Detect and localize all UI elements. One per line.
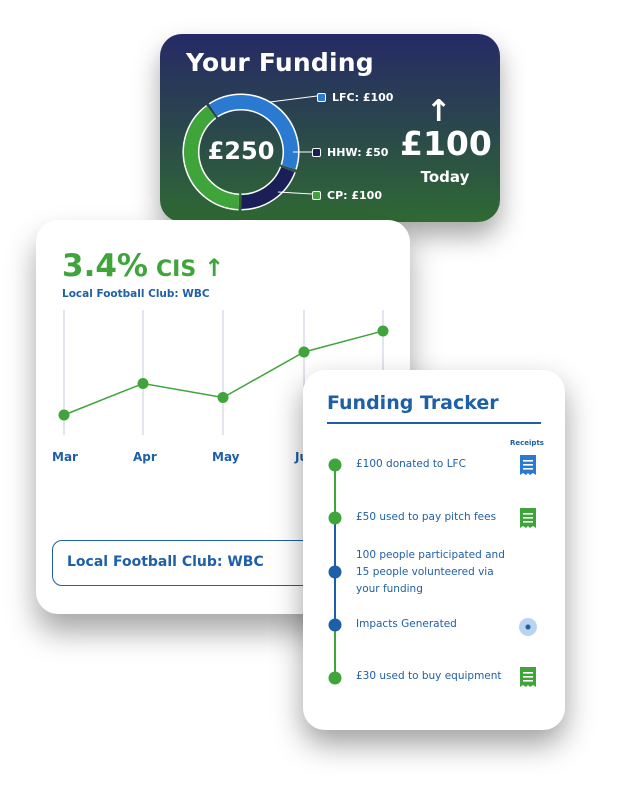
legend-leader-line bbox=[269, 95, 318, 103]
legend-item-hhw: HHW: £50 bbox=[312, 146, 388, 159]
funding-donut-chart bbox=[182, 93, 318, 211]
legend-label-hhw: HHW: £50 bbox=[327, 146, 389, 159]
cis-subtitle: Local Football Club: WBC bbox=[62, 288, 210, 300]
timeline-dot bbox=[328, 511, 342, 525]
legend-item-cp: CP: £100 bbox=[312, 189, 382, 202]
trend-point bbox=[137, 378, 149, 389]
x-label-mar: Mar bbox=[52, 450, 78, 464]
legend-label-lfc: LFC: £100 bbox=[332, 91, 394, 104]
event-1-text: £50 used to pay pitch fees bbox=[356, 511, 497, 523]
today-amount: £100 bbox=[400, 124, 492, 163]
funding-tracker-card: Funding Tracker Receipts £100 donated to… bbox=[303, 370, 565, 730]
today-label: Today bbox=[420, 168, 470, 186]
funding-total: £250 bbox=[207, 137, 275, 165]
tracker-divider bbox=[327, 422, 541, 424]
donut-segment-1 bbox=[241, 166, 295, 209]
cis-headline: 3.4% CIS ↑ bbox=[62, 248, 224, 284]
x-label-apr: Apr bbox=[133, 450, 157, 464]
receipt-icon[interactable] bbox=[519, 454, 537, 476]
trend-point bbox=[58, 409, 70, 421]
cis-unit: CIS bbox=[155, 257, 197, 282]
event-0-text: £100 donated to LFC bbox=[356, 458, 466, 470]
trend-point bbox=[377, 325, 389, 337]
event-4-text: £30 used to buy equipment bbox=[356, 670, 502, 682]
timeline-dot bbox=[328, 618, 342, 632]
timeline-dot bbox=[328, 671, 342, 685]
donut-segment-0 bbox=[209, 95, 298, 170]
impact-target-icon bbox=[519, 618, 537, 636]
receipts-header: Receipts bbox=[510, 439, 544, 447]
legend-swatch-lfc bbox=[317, 93, 326, 102]
up-arrow-icon: ↑ bbox=[204, 254, 225, 282]
up-arrow-icon: ↑ bbox=[426, 94, 452, 129]
cis-value: 3.4% bbox=[62, 248, 148, 284]
x-label-may: May bbox=[212, 450, 240, 464]
legend-leader-line bbox=[277, 191, 313, 195]
trend-point bbox=[298, 346, 310, 358]
event-3-text: Impacts Generated bbox=[356, 618, 457, 630]
funding-card: Your Funding £250 LFC: £100 HHW: £50 CP:… bbox=[160, 34, 500, 222]
receipt-icon[interactable] bbox=[519, 666, 537, 688]
cis-trend-chart bbox=[58, 310, 389, 435]
receipt-icon[interactable] bbox=[519, 507, 537, 529]
legend-swatch-hhw bbox=[312, 148, 321, 157]
club-selector-label: Local Football Club: WBC bbox=[67, 554, 264, 570]
trend-point bbox=[217, 392, 229, 403]
tracker-title: Funding Tracker bbox=[327, 392, 499, 414]
tracker-timeline bbox=[328, 458, 342, 685]
event-2-text: 100 people participated and 15 people vo… bbox=[356, 549, 505, 595]
funding-title: Your Funding bbox=[186, 48, 374, 77]
timeline-dot bbox=[328, 458, 342, 472]
legend-item-lfc: LFC: £100 bbox=[317, 91, 393, 104]
legend-label-cp: CP: £100 bbox=[327, 189, 382, 202]
timeline-dot bbox=[328, 565, 342, 579]
legend-swatch-cp bbox=[312, 191, 321, 200]
donut-segment-2 bbox=[184, 106, 240, 209]
